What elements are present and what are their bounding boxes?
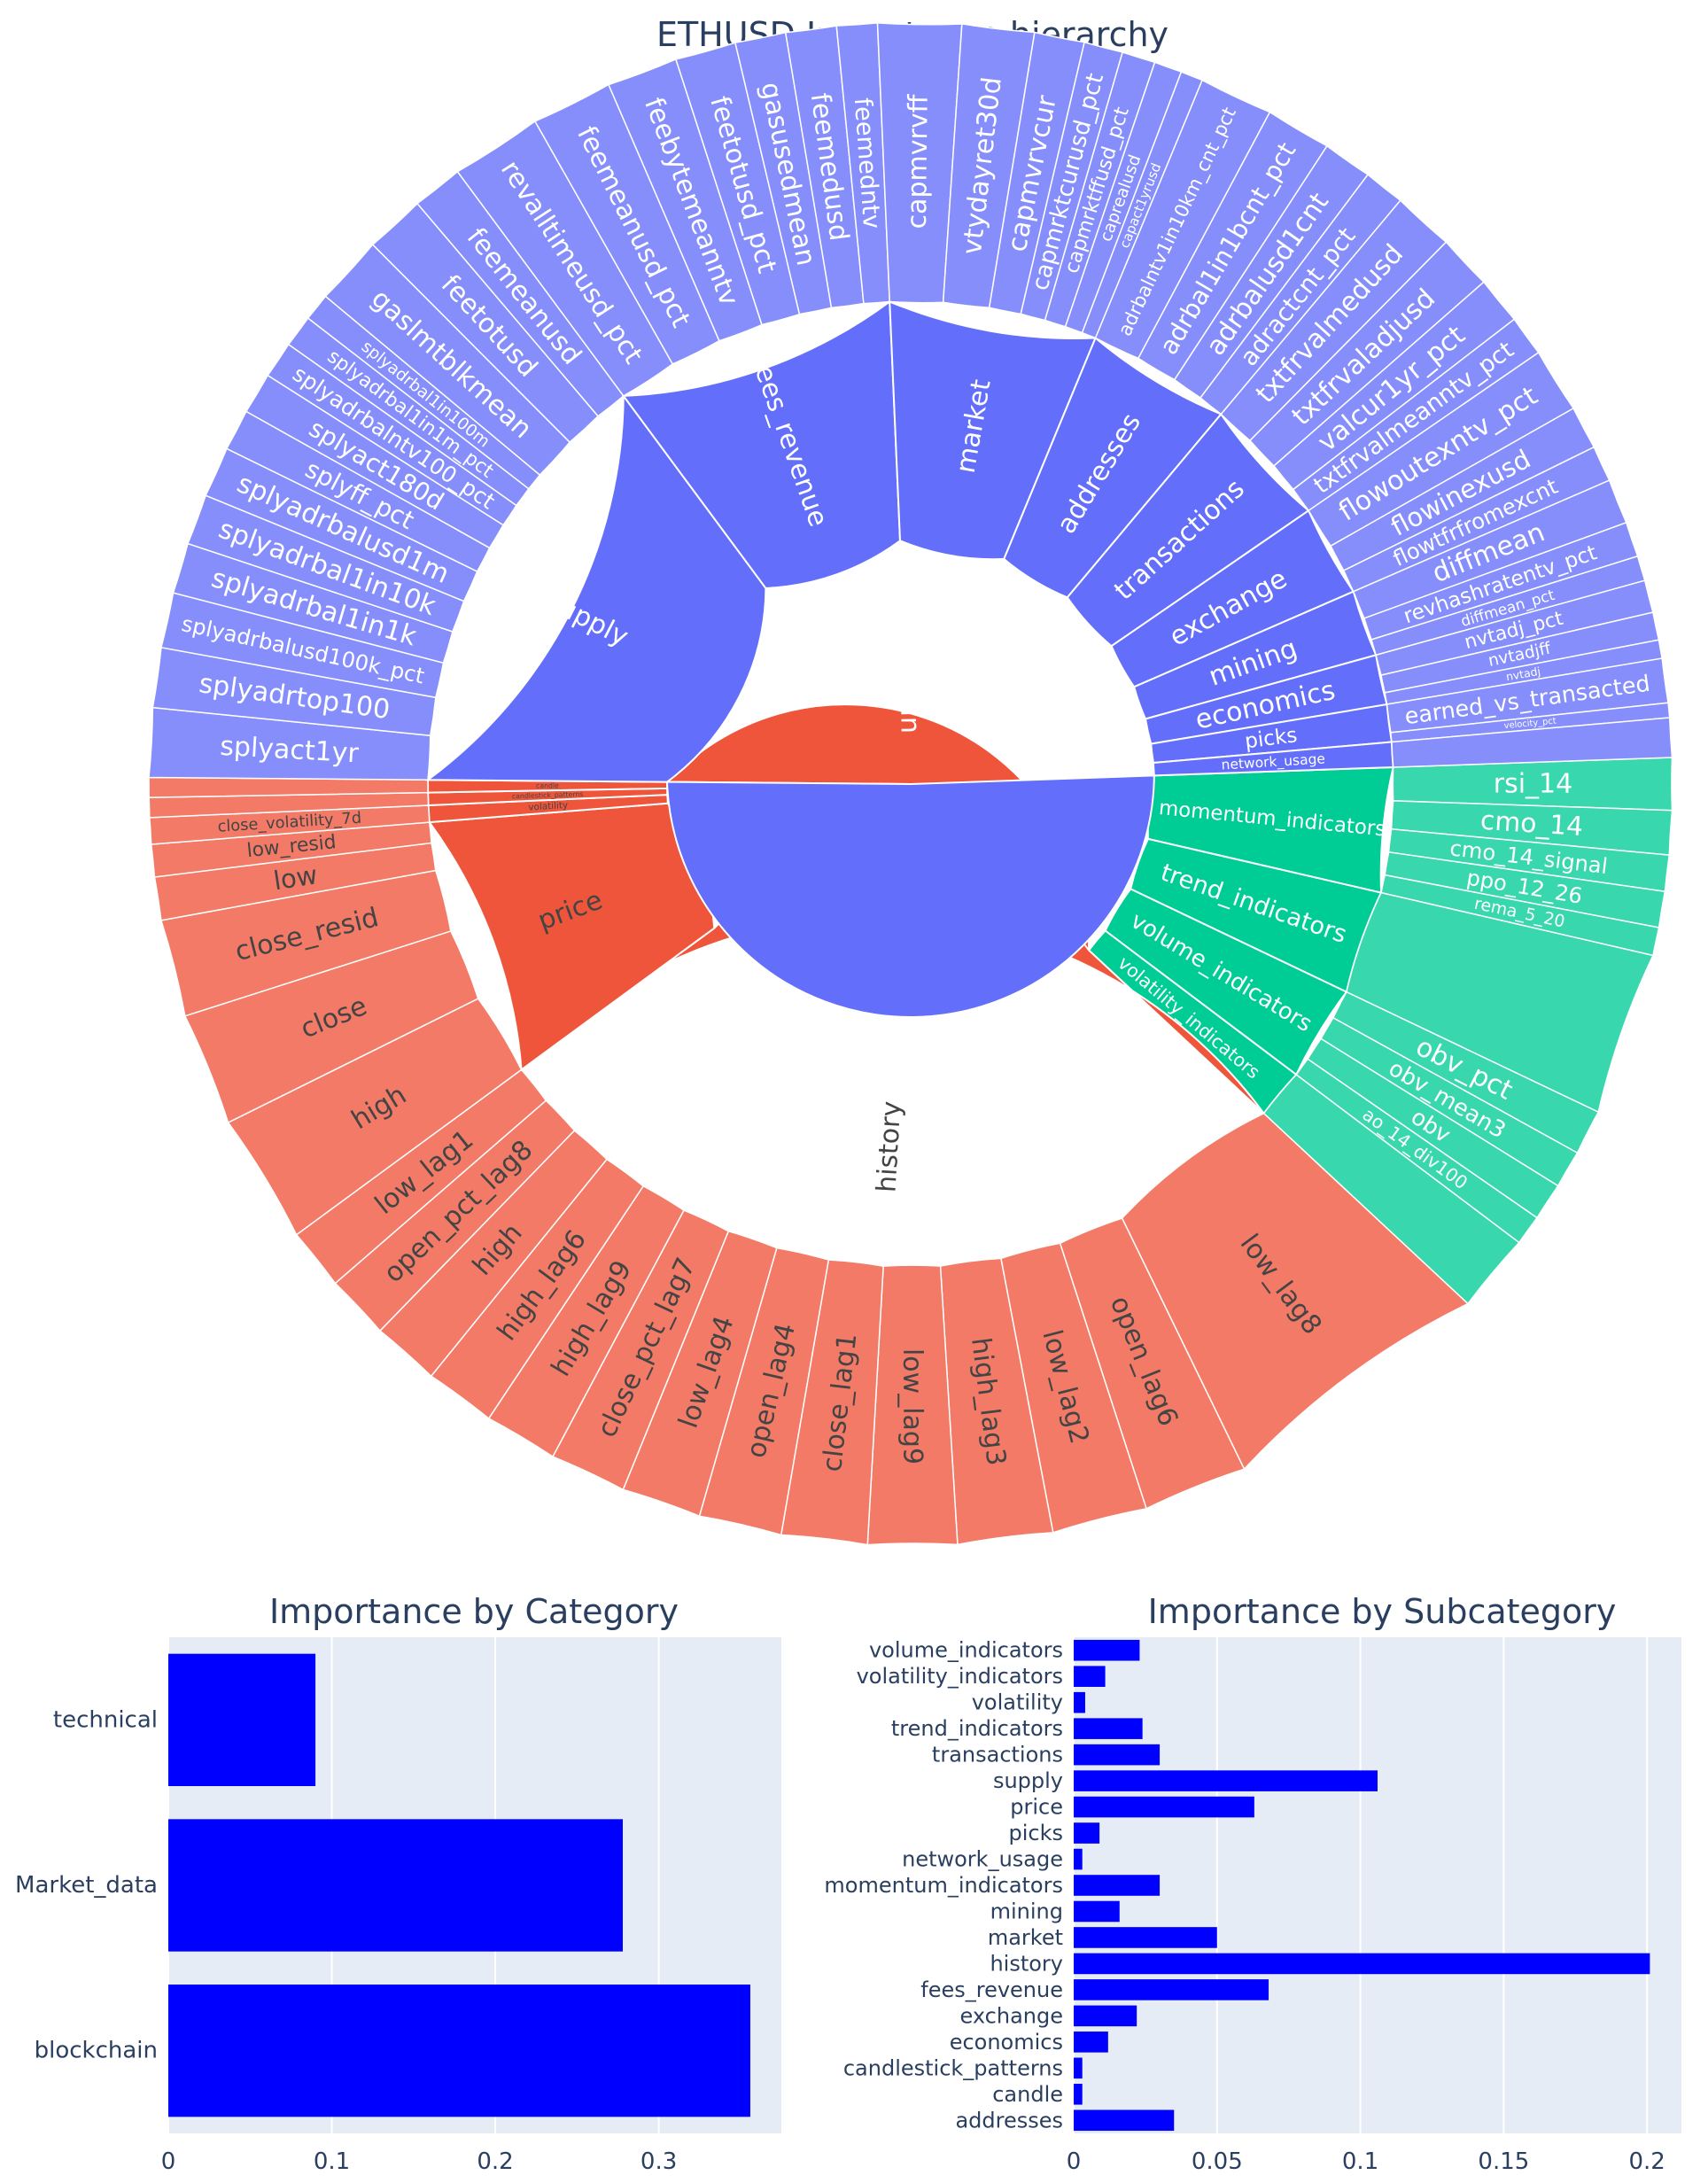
bar-supply[interactable] — [1074, 1770, 1378, 1791]
y-tick-label-price: price — [1010, 1795, 1063, 1820]
x-tick-label: 0.1 — [1342, 2148, 1378, 2175]
bar-market-data[interactable] — [168, 1819, 624, 1952]
y-tick-label-exchange: exchange — [960, 2003, 1063, 2028]
y-tick-label-history: history — [990, 1951, 1063, 1976]
segment-fees-revenue[interactable] — [621, 299, 902, 589]
y-tick-label-network-usage: network_usage — [902, 1847, 1063, 1872]
y-tick-label-volatility-indicators: volatility_indicators — [857, 1664, 1063, 1689]
bar-fees-revenue[interactable] — [1074, 1979, 1269, 2000]
y-tick-label-volume-indicators: volume_indicators — [869, 1638, 1063, 1663]
segment-blockchain[interactable] — [665, 774, 1155, 1018]
category-chart-title: Importance by Category — [269, 1592, 679, 1631]
y-tick-label-supply: supply — [993, 1768, 1063, 1793]
bar-picks[interactable] — [1074, 1822, 1100, 1844]
x-tick-label: 0.3 — [640, 2148, 677, 2175]
bar-price[interactable] — [1074, 1796, 1254, 1818]
subcategory-bar-chart: Importance by Subcategory 0 0.05 0.1 0.15 0.… — [824, 1592, 1681, 2175]
segment-history-label: history — [871, 1100, 907, 1193]
y-tick-label-volatility: volatility — [972, 1690, 1063, 1715]
subcategory-chart-title: Importance by Subcategory — [1148, 1592, 1617, 1631]
bar-transactions[interactable] — [1074, 1744, 1161, 1766]
y-tick-label-addresses: addresses — [955, 2108, 1063, 2133]
subcategory-bar-plot: 0 0.05 0.1 0.15 0.2 addressescandlecandlestic… — [824, 1637, 1681, 2175]
segment-low-lag9-label: low_lag9 — [897, 1348, 928, 1464]
segment-capmvrvff-label: capmvrvff — [902, 93, 935, 229]
bar-history[interactable] — [1074, 1953, 1650, 1975]
bar-market[interactable] — [1074, 1927, 1217, 1948]
segment-cmo-14-label: cmo_14 — [1479, 805, 1584, 843]
bar-volatility-indicators[interactable] — [1074, 1666, 1106, 1687]
y-tick-label-blockchain: blockchain — [35, 2038, 158, 2064]
segment-candlestick-patterns-label: candlestick_patterns — [512, 790, 584, 800]
y-tick-label-technical: technical — [53, 1706, 158, 1733]
bar-addresses[interactable] — [1074, 2109, 1175, 2132]
segment-splyact1yr-label: splyact1yr — [219, 731, 360, 770]
y-tick-label-trend-indicators: trend_indicators — [891, 1716, 1063, 1741]
category-bar-plot: 0 0.1 0.2 0.3 blockchain Market_data technical — [15, 1637, 781, 2175]
segment-nvtadj-label: nvtadj — [1505, 664, 1541, 684]
x-tick-label: 0.05 — [1192, 2148, 1243, 2175]
x-tick-label: 0.1 — [314, 2148, 350, 2175]
bar-exchange[interactable] — [1074, 2005, 1137, 2027]
y-tick-label-economics: economics — [950, 2030, 1063, 2055]
x-tick-label: 0 — [161, 2148, 176, 2175]
bar-candle[interactable] — [1074, 2084, 1083, 2105]
bar-volatility[interactable] — [1074, 1691, 1085, 1713]
bar-economics[interactable] — [1074, 2032, 1108, 2053]
y-tick-label-candlestick-patterns: candlestick_patterns — [843, 2055, 1063, 2080]
x-tick-label: 0.2 — [477, 2148, 513, 2175]
segment-candle-label: candle — [536, 781, 559, 789]
bar-momentum-indicators[interactable] — [1074, 1875, 1161, 1896]
segment-supply[interactable] — [425, 392, 767, 783]
y-tick-label-momentum-indicators: momentum_indicators — [824, 1873, 1063, 1898]
bar-network-usage[interactable] — [1074, 1848, 1083, 1870]
x-tick-label: 0.2 — [1628, 2148, 1665, 2175]
bar-trend-indicators[interactable] — [1074, 1718, 1143, 1739]
x-tick-label: 0 — [1067, 2148, 1082, 2175]
bar-blockchain[interactable] — [168, 1985, 750, 2117]
bar-candlestick-patterns[interactable] — [1074, 2057, 1083, 2079]
category-bar-chart: Importance by Category 0 0.1 0.2 0.3 blockch… — [15, 1592, 781, 2175]
segment-rsi-14-label: rsi_14 — [1494, 768, 1572, 799]
y-tick-label-market: market — [988, 1925, 1063, 1950]
segment-blockchain-label: blockchain — [893, 591, 926, 734]
bar-volume-indicators[interactable] — [1074, 1639, 1140, 1661]
sunburst-chart: ETHUSD Importance hierarchy technicalmom… — [148, 15, 1673, 1546]
y-tick-label-mining: mining — [990, 1899, 1063, 1923]
y-tick-label-transactions: transactions — [932, 1743, 1063, 1767]
bar-technical[interactable] — [168, 1653, 316, 1786]
segment-low-label: low — [271, 859, 319, 896]
x-tick-label: 0.15 — [1478, 2148, 1529, 2175]
sunburst-segments: technicalmomentum_indicatorsrsi_14cmo_14… — [148, 21, 1673, 1546]
segment-network-usage-outer[interactable] — [1391, 717, 1673, 768]
y-tick-label-fees-revenue: fees_revenue — [920, 1977, 1063, 2002]
segment-volatility-label: volatility — [528, 800, 568, 813]
bar-mining[interactable] — [1074, 1900, 1120, 1923]
plot-area — [1074, 1637, 1681, 2133]
y-tick-label-market-data: Market_data — [15, 1872, 158, 1899]
y-tick-label-candle: candle — [992, 2082, 1063, 2107]
y-tick-label-picks: picks — [1009, 1821, 1064, 1845]
